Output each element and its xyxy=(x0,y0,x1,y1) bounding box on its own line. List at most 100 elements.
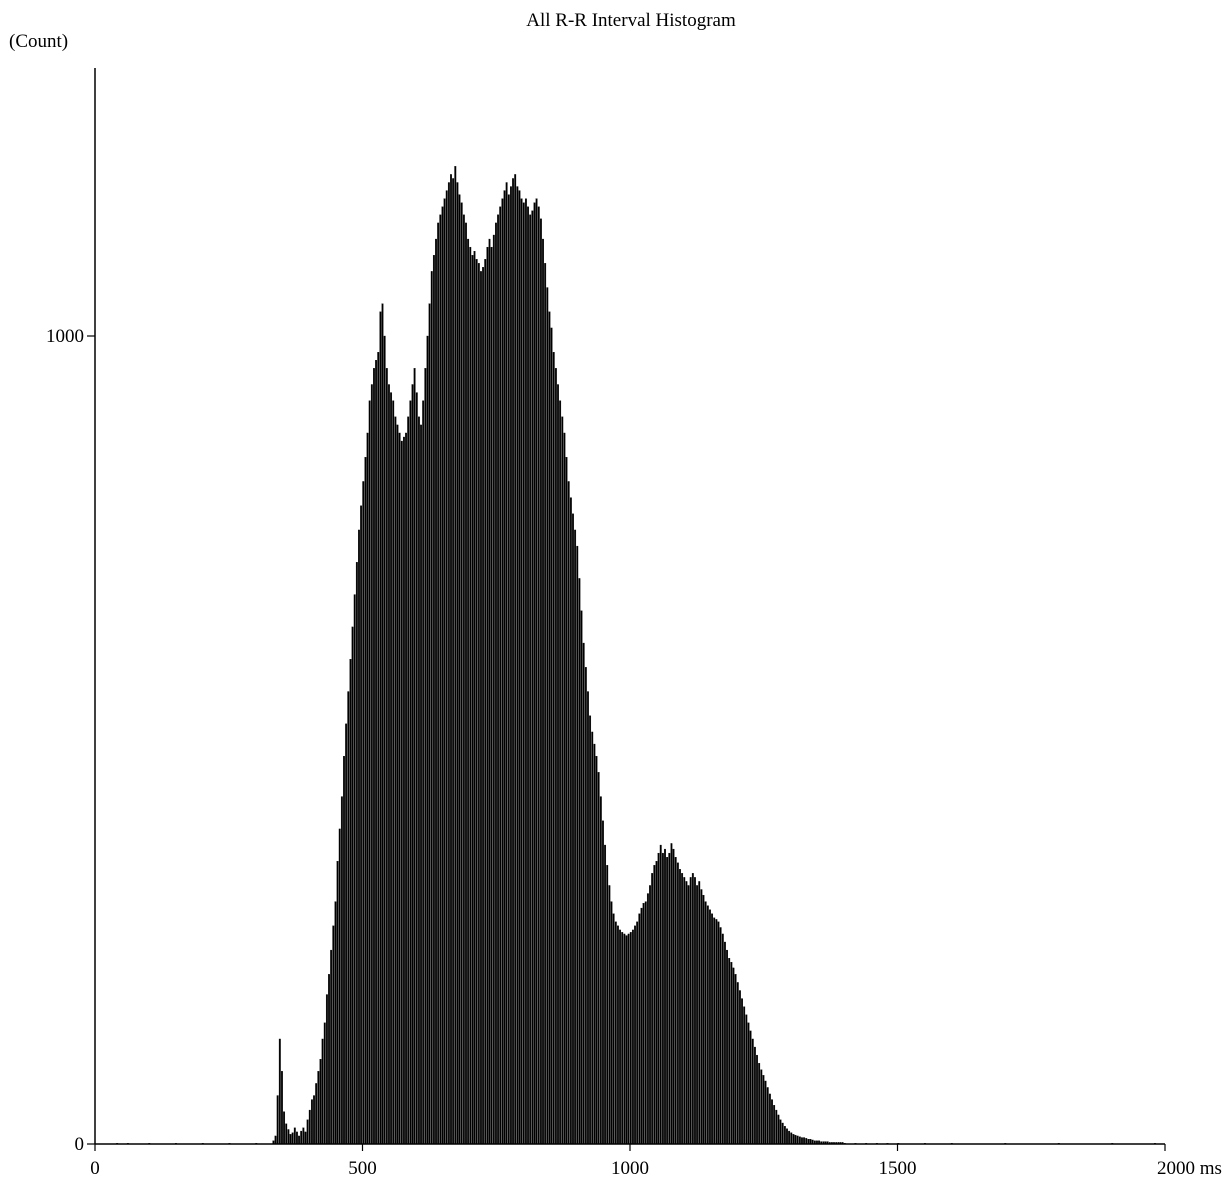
x-tick-label: 2000 ms xyxy=(1157,1158,1222,1179)
y-tick-label: 0 xyxy=(75,1134,85,1155)
histogram-bar xyxy=(574,529,577,1145)
histogram-bar xyxy=(741,998,743,1145)
histogram-bar xyxy=(565,457,568,1145)
histogram-bar xyxy=(766,1087,769,1145)
histogram-bar xyxy=(745,1014,748,1145)
histogram-bar xyxy=(569,497,572,1145)
histogram-bar xyxy=(738,990,741,1145)
histogram-bar xyxy=(383,335,386,1145)
histogram-bar xyxy=(274,1135,277,1145)
histogram-bar xyxy=(317,1071,320,1145)
histogram-bar xyxy=(281,1071,283,1145)
histogram-bar xyxy=(413,368,416,1145)
histogram-bar xyxy=(700,889,703,1145)
histogram-bar xyxy=(535,198,538,1145)
histogram-bar xyxy=(563,432,566,1145)
histogram-bar xyxy=(610,901,613,1145)
histogram-bar xyxy=(289,1134,292,1145)
histogram-bar xyxy=(490,246,493,1145)
histogram-bar xyxy=(336,861,339,1145)
histogram-bar xyxy=(441,206,444,1145)
histogram-bar xyxy=(724,941,726,1145)
histogram-bar xyxy=(732,967,735,1145)
histogram-bar xyxy=(300,1130,303,1145)
histogram-bar xyxy=(488,238,491,1145)
histogram-bar xyxy=(520,198,523,1145)
histogram-bar xyxy=(619,929,621,1145)
histogram-bar xyxy=(664,848,666,1145)
histogram-bar xyxy=(362,481,365,1145)
histogram-bar xyxy=(661,852,664,1145)
histogram-bar xyxy=(469,246,472,1145)
histogram-bar xyxy=(338,828,341,1145)
histogram-bar xyxy=(801,1137,803,1145)
histogram-bar xyxy=(330,949,333,1145)
histogram-bar xyxy=(625,935,628,1145)
histogram-bar xyxy=(323,1022,326,1145)
histogram-bar xyxy=(728,958,731,1145)
histogram-bar xyxy=(420,424,422,1145)
histogram-bar xyxy=(505,182,508,1145)
histogram-bar xyxy=(803,1137,806,1145)
histogram-bar xyxy=(283,1111,286,1145)
histogram-bar xyxy=(400,440,403,1145)
histogram-bar xyxy=(717,921,720,1145)
histogram-bar xyxy=(516,186,519,1145)
histogram-bar xyxy=(779,1119,782,1145)
histogram-bar xyxy=(606,865,609,1145)
histogram-bar xyxy=(415,392,418,1145)
histogram-bar xyxy=(756,1054,758,1145)
histogram-bar xyxy=(775,1109,778,1145)
histogram-bar xyxy=(462,214,465,1145)
histogram-bar xyxy=(531,210,534,1145)
histogram-bar xyxy=(497,214,500,1145)
histogram-bar xyxy=(340,796,343,1145)
histogram-bar xyxy=(407,416,410,1145)
histogram-bar xyxy=(392,400,395,1145)
histogram-bar xyxy=(537,206,540,1145)
histogram-bar xyxy=(495,222,497,1145)
histogram-bar xyxy=(398,432,401,1145)
histogram-bar xyxy=(691,873,694,1145)
histogram-bar xyxy=(454,166,457,1145)
y-axis-label: (Count) xyxy=(9,31,68,52)
histogram-bar xyxy=(445,190,448,1145)
histogram-bar xyxy=(465,222,467,1145)
histogram-bar xyxy=(584,667,587,1145)
histogram-bar xyxy=(651,873,654,1145)
histogram-bar xyxy=(773,1105,776,1145)
histogram-bar xyxy=(679,869,681,1145)
histogram-bar xyxy=(456,182,459,1145)
histogram-bar xyxy=(304,1131,307,1145)
histogram-bar xyxy=(653,865,656,1145)
histogram-bar xyxy=(276,1095,279,1145)
histogram-bar xyxy=(452,178,455,1145)
histogram-bar xyxy=(546,287,549,1145)
histogram-bar xyxy=(572,513,574,1145)
histogram-bar xyxy=(334,901,337,1145)
histogram-bar xyxy=(296,1131,298,1145)
x-tick-label: 0 xyxy=(90,1158,100,1179)
histogram-bar xyxy=(604,844,607,1145)
histogram-bar xyxy=(559,400,562,1145)
histogram-bar xyxy=(542,238,544,1145)
histogram-bar xyxy=(522,202,525,1145)
histogram-bar xyxy=(595,756,598,1145)
histogram-bar xyxy=(450,174,452,1145)
histogram-bar xyxy=(439,214,442,1145)
histogram-bar xyxy=(655,861,658,1145)
histogram-bar xyxy=(704,901,707,1145)
histogram-bar xyxy=(751,1038,754,1145)
histogram-bar xyxy=(768,1093,771,1145)
histogram-bar xyxy=(781,1122,784,1145)
chart-title: All R-R Interval Histogram xyxy=(526,10,736,31)
histogram-bar xyxy=(557,384,559,1145)
histogram-bar xyxy=(544,263,547,1145)
histogram-bar xyxy=(306,1119,309,1145)
histogram-bar xyxy=(313,1095,315,1145)
histogram-bar xyxy=(366,432,369,1145)
histogram-bar xyxy=(762,1075,765,1145)
histogram-bar xyxy=(503,190,506,1145)
histogram-bar xyxy=(507,194,510,1145)
histogram-bar xyxy=(629,932,632,1145)
